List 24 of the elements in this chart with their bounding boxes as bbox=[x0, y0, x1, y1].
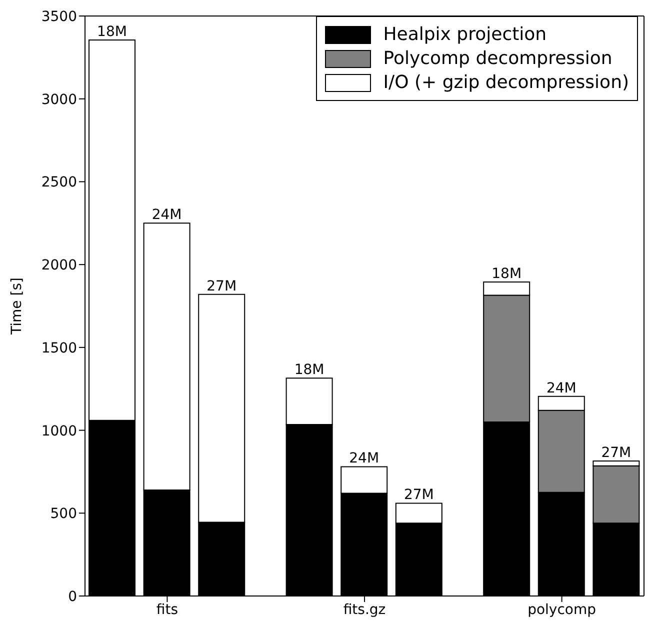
y-tick-label: 1500 bbox=[41, 340, 77, 356]
legend-label: Polycomp decompression bbox=[383, 48, 612, 69]
annotation: 18M bbox=[97, 24, 127, 40]
x-tick-label: fits.gz bbox=[343, 602, 386, 618]
x-tick-label: fits bbox=[156, 602, 178, 618]
x-tick-label: polycomp bbox=[528, 602, 596, 618]
annotation: 24M bbox=[546, 380, 576, 396]
y-tick-label: 2500 bbox=[41, 174, 77, 191]
y-tick-label: 1000 bbox=[41, 423, 77, 440]
annotation: 18M bbox=[492, 266, 522, 282]
annotation: 27M bbox=[404, 487, 434, 504]
legend-label: I/O (+ gzip decompression) bbox=[383, 72, 629, 93]
annotation: 24M bbox=[152, 207, 182, 224]
annotation: 27M bbox=[601, 444, 632, 461]
y-tick-label: 3000 bbox=[41, 92, 77, 108]
annotation: 27M bbox=[206, 278, 237, 294]
annotation: 18M bbox=[294, 362, 324, 378]
y-axis-title: Time [s] bbox=[8, 278, 25, 336]
annotation: 24M bbox=[349, 450, 380, 467]
y-tick-label: 500 bbox=[50, 506, 77, 522]
legend-label: Healpix projection bbox=[383, 24, 547, 45]
y-tick-label: 0 bbox=[68, 588, 77, 605]
y-tick-label: 3500 bbox=[41, 8, 77, 25]
y-tick-label: 2000 bbox=[41, 258, 77, 274]
